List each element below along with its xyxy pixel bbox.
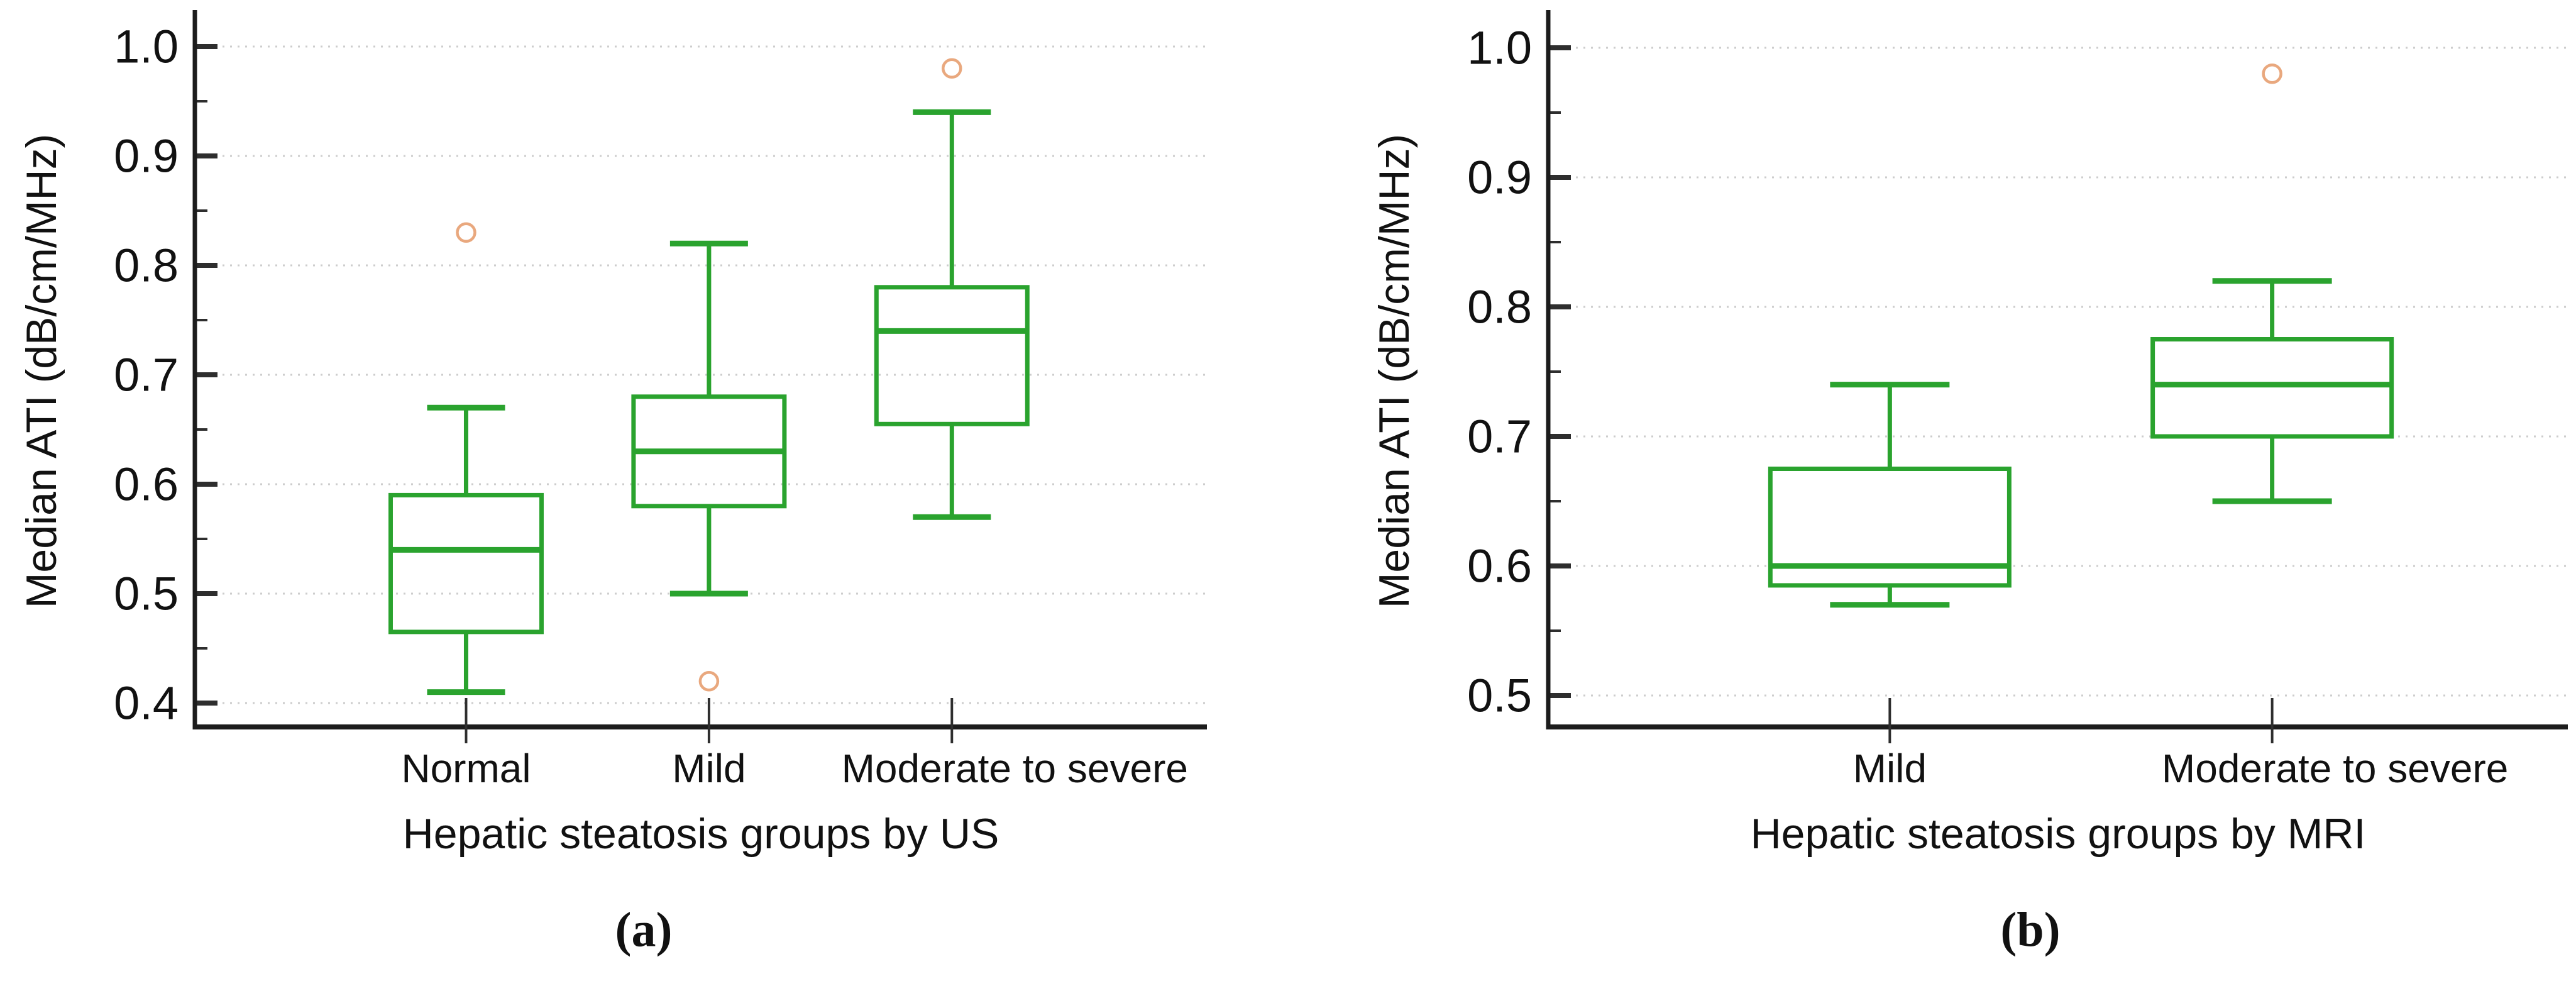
panel-b-category-label-mild: Mild [1853, 746, 1927, 791]
panel-b-ytick-label-0.8: 0.8 [1467, 281, 1532, 333]
panel-b-outlier-moderate-to-severe-0 [2262, 63, 2282, 84]
panel-a-ytick-label-0.4: 0.4 [114, 677, 179, 729]
panel-b-y-axis-title: Median ATI (dB/cm/MHz) [1370, 134, 1418, 608]
panel-a-y-axis-title: Median ATI (dB/cm/MHz) [18, 134, 65, 608]
panel-b-iqr-box-moderate-to-severe [2150, 337, 2394, 439]
panel-b-category-label-moderate-to-severe: Moderate to severe [2162, 746, 2508, 791]
panel-b-ytick-label-0.9: 0.9 [1467, 152, 1532, 204]
panel-a-iqr-box-normal [388, 492, 544, 635]
panel-b-iqr-box-mild [1768, 467, 2012, 588]
panel-b-x-axis-title: Hepatic steatosis groups by MRI [1751, 810, 2366, 858]
panel-a-outlier-mild-0 [698, 670, 720, 692]
panel-a-ytick-label-0.7: 0.7 [114, 349, 179, 401]
panel-a-x-axis-title: Hepatic steatosis groups by US [403, 810, 999, 858]
panel-a-ytick-label-0.9: 0.9 [114, 130, 179, 182]
panel-a-ytick-label-0.8: 0.8 [114, 240, 179, 292]
panel-a-outlier-moderate-to-severe-0 [942, 58, 962, 79]
panel-a-outlier-normal-0 [456, 222, 476, 243]
panel-a-ytick-label-1.0: 1.0 [114, 21, 179, 73]
panel-a-iqr-box-moderate-to-severe [874, 285, 1030, 426]
panel-a-letter: (a) [615, 902, 673, 957]
panel-a-ytick-label-0.5: 0.5 [114, 568, 179, 620]
panel-b-letter: (b) [2000, 902, 2060, 957]
panel-b-ytick-label-0.5: 0.5 [1467, 670, 1532, 722]
panel-b-ytick-label-1.0: 1.0 [1467, 22, 1532, 74]
panel-b-ytick-label-0.6: 0.6 [1467, 540, 1532, 592]
panel-a-category-label-moderate-to-severe: Moderate to severe [842, 746, 1188, 791]
panel-a-ytick-label-0.6: 0.6 [114, 458, 179, 511]
panel-a-category-label-mild: Mild [672, 746, 746, 791]
panel-b-ytick-label-0.7: 0.7 [1467, 411, 1532, 463]
panel-a-category-label-normal: Normal [401, 746, 531, 791]
